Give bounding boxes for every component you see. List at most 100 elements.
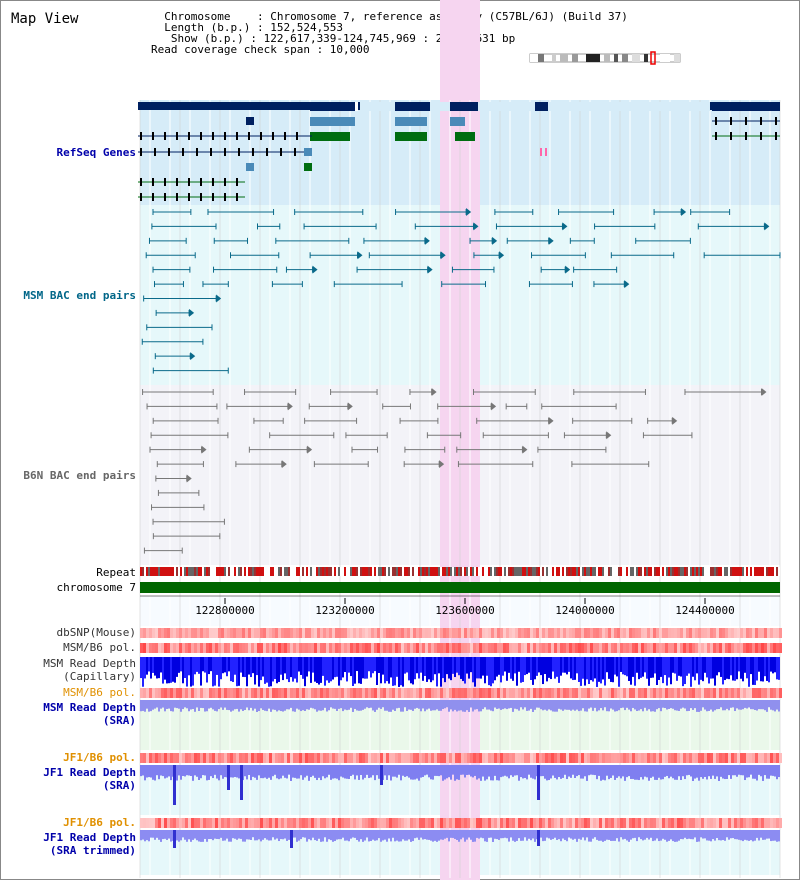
msm-pol2-heat-cell (167, 688, 170, 698)
msm-pol2-heat-cell (623, 688, 626, 698)
dbsnp-heat-cell (269, 628, 272, 638)
dbsnp-heat-cell (143, 628, 146, 638)
msm-sra-depth-bar (734, 700, 736, 712)
dbsnp-heat-cell (773, 628, 776, 638)
jf1-trim-depth-bar (660, 830, 662, 841)
msm-sra-depth-bar (232, 700, 234, 711)
dbsnp-heat-cell (494, 628, 497, 638)
msm-pol-heat-cell (413, 643, 416, 653)
jf1-pol2-heat-cell (290, 818, 293, 828)
msm-pol2-heat-cell (713, 688, 716, 698)
jf1-pol-heat-cell (365, 753, 368, 763)
repeat-segment (474, 567, 476, 576)
msm-pol-heat-cell (218, 643, 221, 653)
jf1-pol2-heat-cell (215, 818, 218, 828)
repeat-segment (344, 567, 346, 576)
jf1-sra-depth-bar (316, 765, 318, 781)
gene-body (450, 117, 465, 126)
repeat-segment (310, 567, 312, 576)
repeat-segment (594, 567, 596, 576)
msm-pol-heat-cell (422, 643, 425, 653)
msm-sra-depth-bar (728, 700, 730, 711)
jf1-sra-depth-bar (622, 765, 624, 777)
msm-sra-depth-bar (520, 700, 522, 708)
msm-sra-depth-bar (472, 700, 474, 712)
jf1-sra-depth-bar (342, 765, 344, 778)
jf1-pol2-heat-cell (734, 818, 737, 828)
jf1-pol2-heat-cell (311, 818, 314, 828)
repeat-segment (324, 567, 326, 576)
repeat-segment (264, 567, 266, 576)
repeat-segment (598, 567, 600, 576)
repeat-segment (600, 567, 602, 576)
jf1-pol2-heat-cell (737, 818, 740, 828)
gene-exon (236, 132, 238, 140)
track-label-b6n-bac[interactable]: B6N BAC end pairs (23, 469, 136, 482)
msm-pol2-heat-cell (587, 688, 590, 698)
msm-sra-depth-bar (640, 700, 642, 710)
jf1-sra-depth-bar (736, 765, 738, 777)
dbsnp-heat-cell (662, 628, 665, 638)
jf1-trim-depth-bar (218, 830, 220, 840)
msm-sra-depth-bar (678, 700, 680, 711)
b6n-bac-arrow (672, 416, 678, 425)
jf1-pol-heat-cell (650, 753, 653, 763)
jf1-trim-depth-bar (378, 830, 380, 839)
track-label-msm-bac[interactable]: MSM BAC end pairs (23, 289, 136, 302)
msm-capillary-depth-bar (616, 657, 618, 677)
msm-pol2-heat-cell (626, 688, 629, 698)
msm-pol2-heat-cell (536, 688, 539, 698)
jf1-pol-heat-cell (242, 753, 245, 763)
jf1-sra-depth-bar (500, 765, 502, 778)
jf1-sra-depth-bar (504, 765, 506, 776)
dbsnp-heat-cell (743, 628, 746, 638)
repeat-segment (506, 567, 508, 576)
dbsnp-heat-cell (326, 628, 329, 638)
msm-capillary-depth-bar (368, 657, 370, 672)
msm-pol2-heat-cell (257, 688, 260, 698)
gene-exon (540, 148, 542, 156)
jf1-trim-depth-bar (266, 830, 268, 840)
jf1-pol2-heat-cell (407, 818, 410, 828)
msm-pol-heat-cell (359, 643, 362, 653)
msm-sra-depth-bar (394, 700, 396, 711)
msm-capillary-depth-bar (526, 657, 528, 675)
msm-pol-heat-cell (404, 643, 407, 653)
msm-capillary-depth-bar (158, 657, 160, 679)
jf1-trim-depth-bar (414, 830, 416, 839)
jf1-sra-depth-bar (558, 765, 560, 778)
jf1-trim-depth-bar (498, 830, 500, 840)
msm-capillary-depth-bar (722, 657, 724, 685)
jf1-sra-depth-bar (630, 765, 632, 779)
jf1-pol-heat-cell (260, 753, 263, 763)
msm-pol2-heat-cell (515, 688, 518, 698)
msm-pol-heat-cell (215, 643, 218, 653)
msm-pol-heat-cell (533, 643, 536, 653)
repeat-segment (348, 567, 350, 576)
jf1-sra-depth-bar (770, 765, 772, 776)
jf1-sra-depth-bar (374, 765, 376, 781)
msm-pol-heat-cell (284, 643, 287, 653)
msm-sra-depth-bar (596, 700, 598, 712)
jf1-trim-depth-bar (488, 830, 490, 838)
msm-bac-arrow (190, 352, 196, 361)
msm-pol2-heat-cell (230, 688, 233, 698)
dbsnp-heat-cell (176, 628, 179, 638)
jf1-pol2-heat-cell (155, 818, 158, 828)
dbsnp-heat-cell (221, 628, 224, 638)
track-label-refseq[interactable]: RefSeq Genes (56, 146, 136, 159)
jf1-trim-depth-bar (254, 830, 256, 841)
jf1-pol2-heat-cell (281, 818, 284, 828)
jf1-sra-depth-bar (164, 765, 166, 779)
jf1-pol2-heat-cell (746, 818, 749, 828)
msm-pol-heat-cell (761, 643, 764, 653)
jf1-trim-depth-bar (624, 830, 626, 839)
dbsnp-heat-cell (545, 628, 548, 638)
gene-exon (152, 178, 154, 186)
repeat-segment (624, 567, 626, 576)
jf1-pol2-heat-cell (176, 818, 179, 828)
jf1-trim-depth-bar (440, 830, 442, 840)
jf1-pol2-heat-cell (716, 818, 719, 828)
gene-exon (140, 178, 142, 186)
